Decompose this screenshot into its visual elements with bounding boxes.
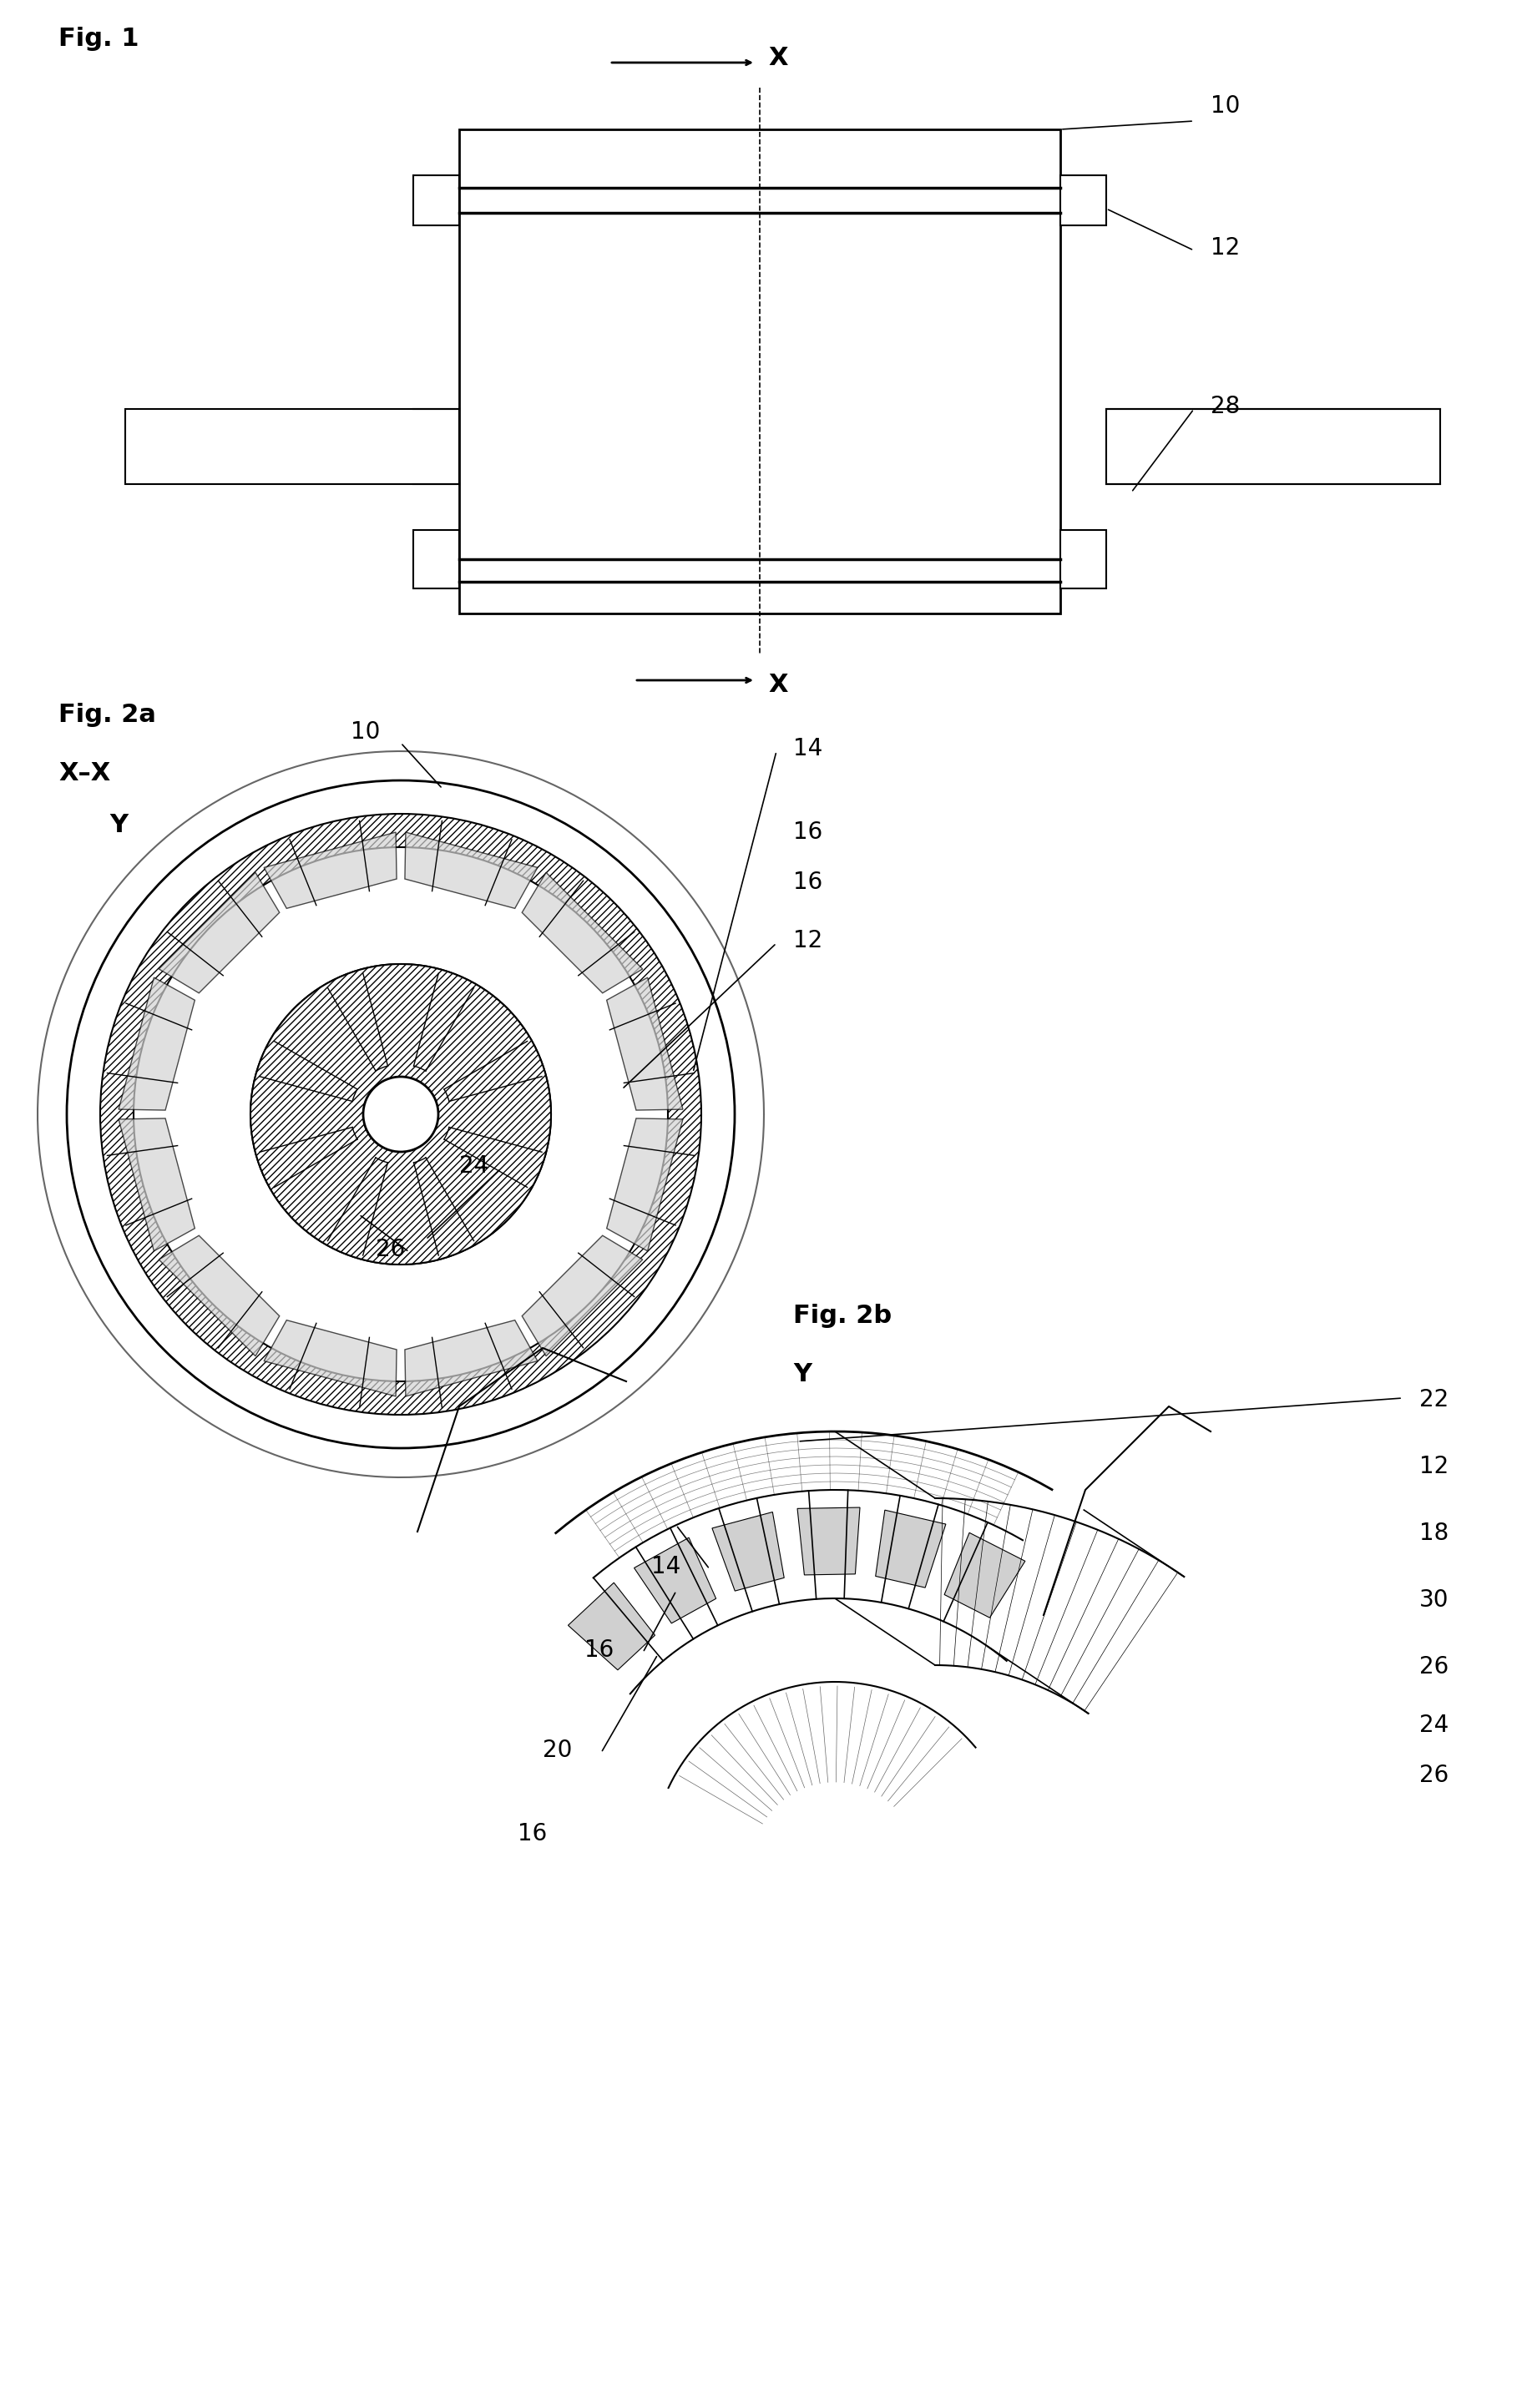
Polygon shape [797,1507,860,1575]
Polygon shape [159,872,279,992]
Text: 14: 14 [793,737,823,761]
Bar [1060,176,1106,226]
Polygon shape [119,1117,195,1252]
Polygon shape [568,1582,655,1671]
Bar [414,176,460,226]
Text: 16: 16 [793,821,823,843]
Text: 22: 22 [1419,1387,1449,1411]
Bar [460,130,1060,614]
Text: 12: 12 [793,929,823,951]
Text: 12: 12 [1211,236,1240,260]
Text: 24: 24 [460,1153,489,1178]
Circle shape [250,963,551,1264]
Polygon shape [606,1117,683,1252]
Text: Fig. 2a: Fig. 2a [58,703,156,727]
Polygon shape [264,833,397,908]
Text: X: X [768,672,788,696]
Text: 18: 18 [1419,1522,1449,1546]
Text: 26: 26 [1419,1763,1449,1787]
Text: 30: 30 [1419,1589,1449,1611]
Text: 26: 26 [1419,1654,1449,1678]
Polygon shape [522,872,643,992]
Polygon shape [606,978,683,1110]
Text: 10: 10 [1211,94,1240,118]
Text: 12: 12 [1419,1454,1449,1479]
Polygon shape [405,1320,538,1397]
Bar [1106,409,1440,484]
Text: Y: Y [793,1363,811,1387]
Text: 14: 14 [651,1556,681,1577]
Text: 26: 26 [376,1238,405,1262]
Text: Fig. 2b: Fig. 2b [793,1303,892,1327]
Text: 20: 20 [542,1739,573,1763]
Polygon shape [944,1534,1025,1618]
Polygon shape [712,1512,785,1592]
Text: 24: 24 [1419,1714,1449,1736]
Polygon shape [875,1510,945,1587]
Polygon shape [522,1235,643,1356]
Polygon shape [159,1235,279,1356]
Text: Y: Y [110,814,128,838]
Bar [125,409,460,484]
Bar [414,530,460,588]
Text: 16: 16 [585,1637,614,1662]
Text: X–X: X–X [58,761,110,785]
Text: 16: 16 [793,872,823,893]
Text: 10: 10 [351,720,380,744]
Polygon shape [634,1539,716,1623]
Text: X: X [768,46,788,70]
Bar [1060,530,1106,588]
Text: 16: 16 [518,1823,547,1845]
Text: 28: 28 [1211,395,1240,419]
Polygon shape [119,978,195,1110]
Text: Fig. 1: Fig. 1 [58,26,139,51]
Circle shape [363,1076,438,1151]
Polygon shape [405,833,538,908]
Polygon shape [264,1320,397,1397]
Wedge shape [101,814,701,1416]
